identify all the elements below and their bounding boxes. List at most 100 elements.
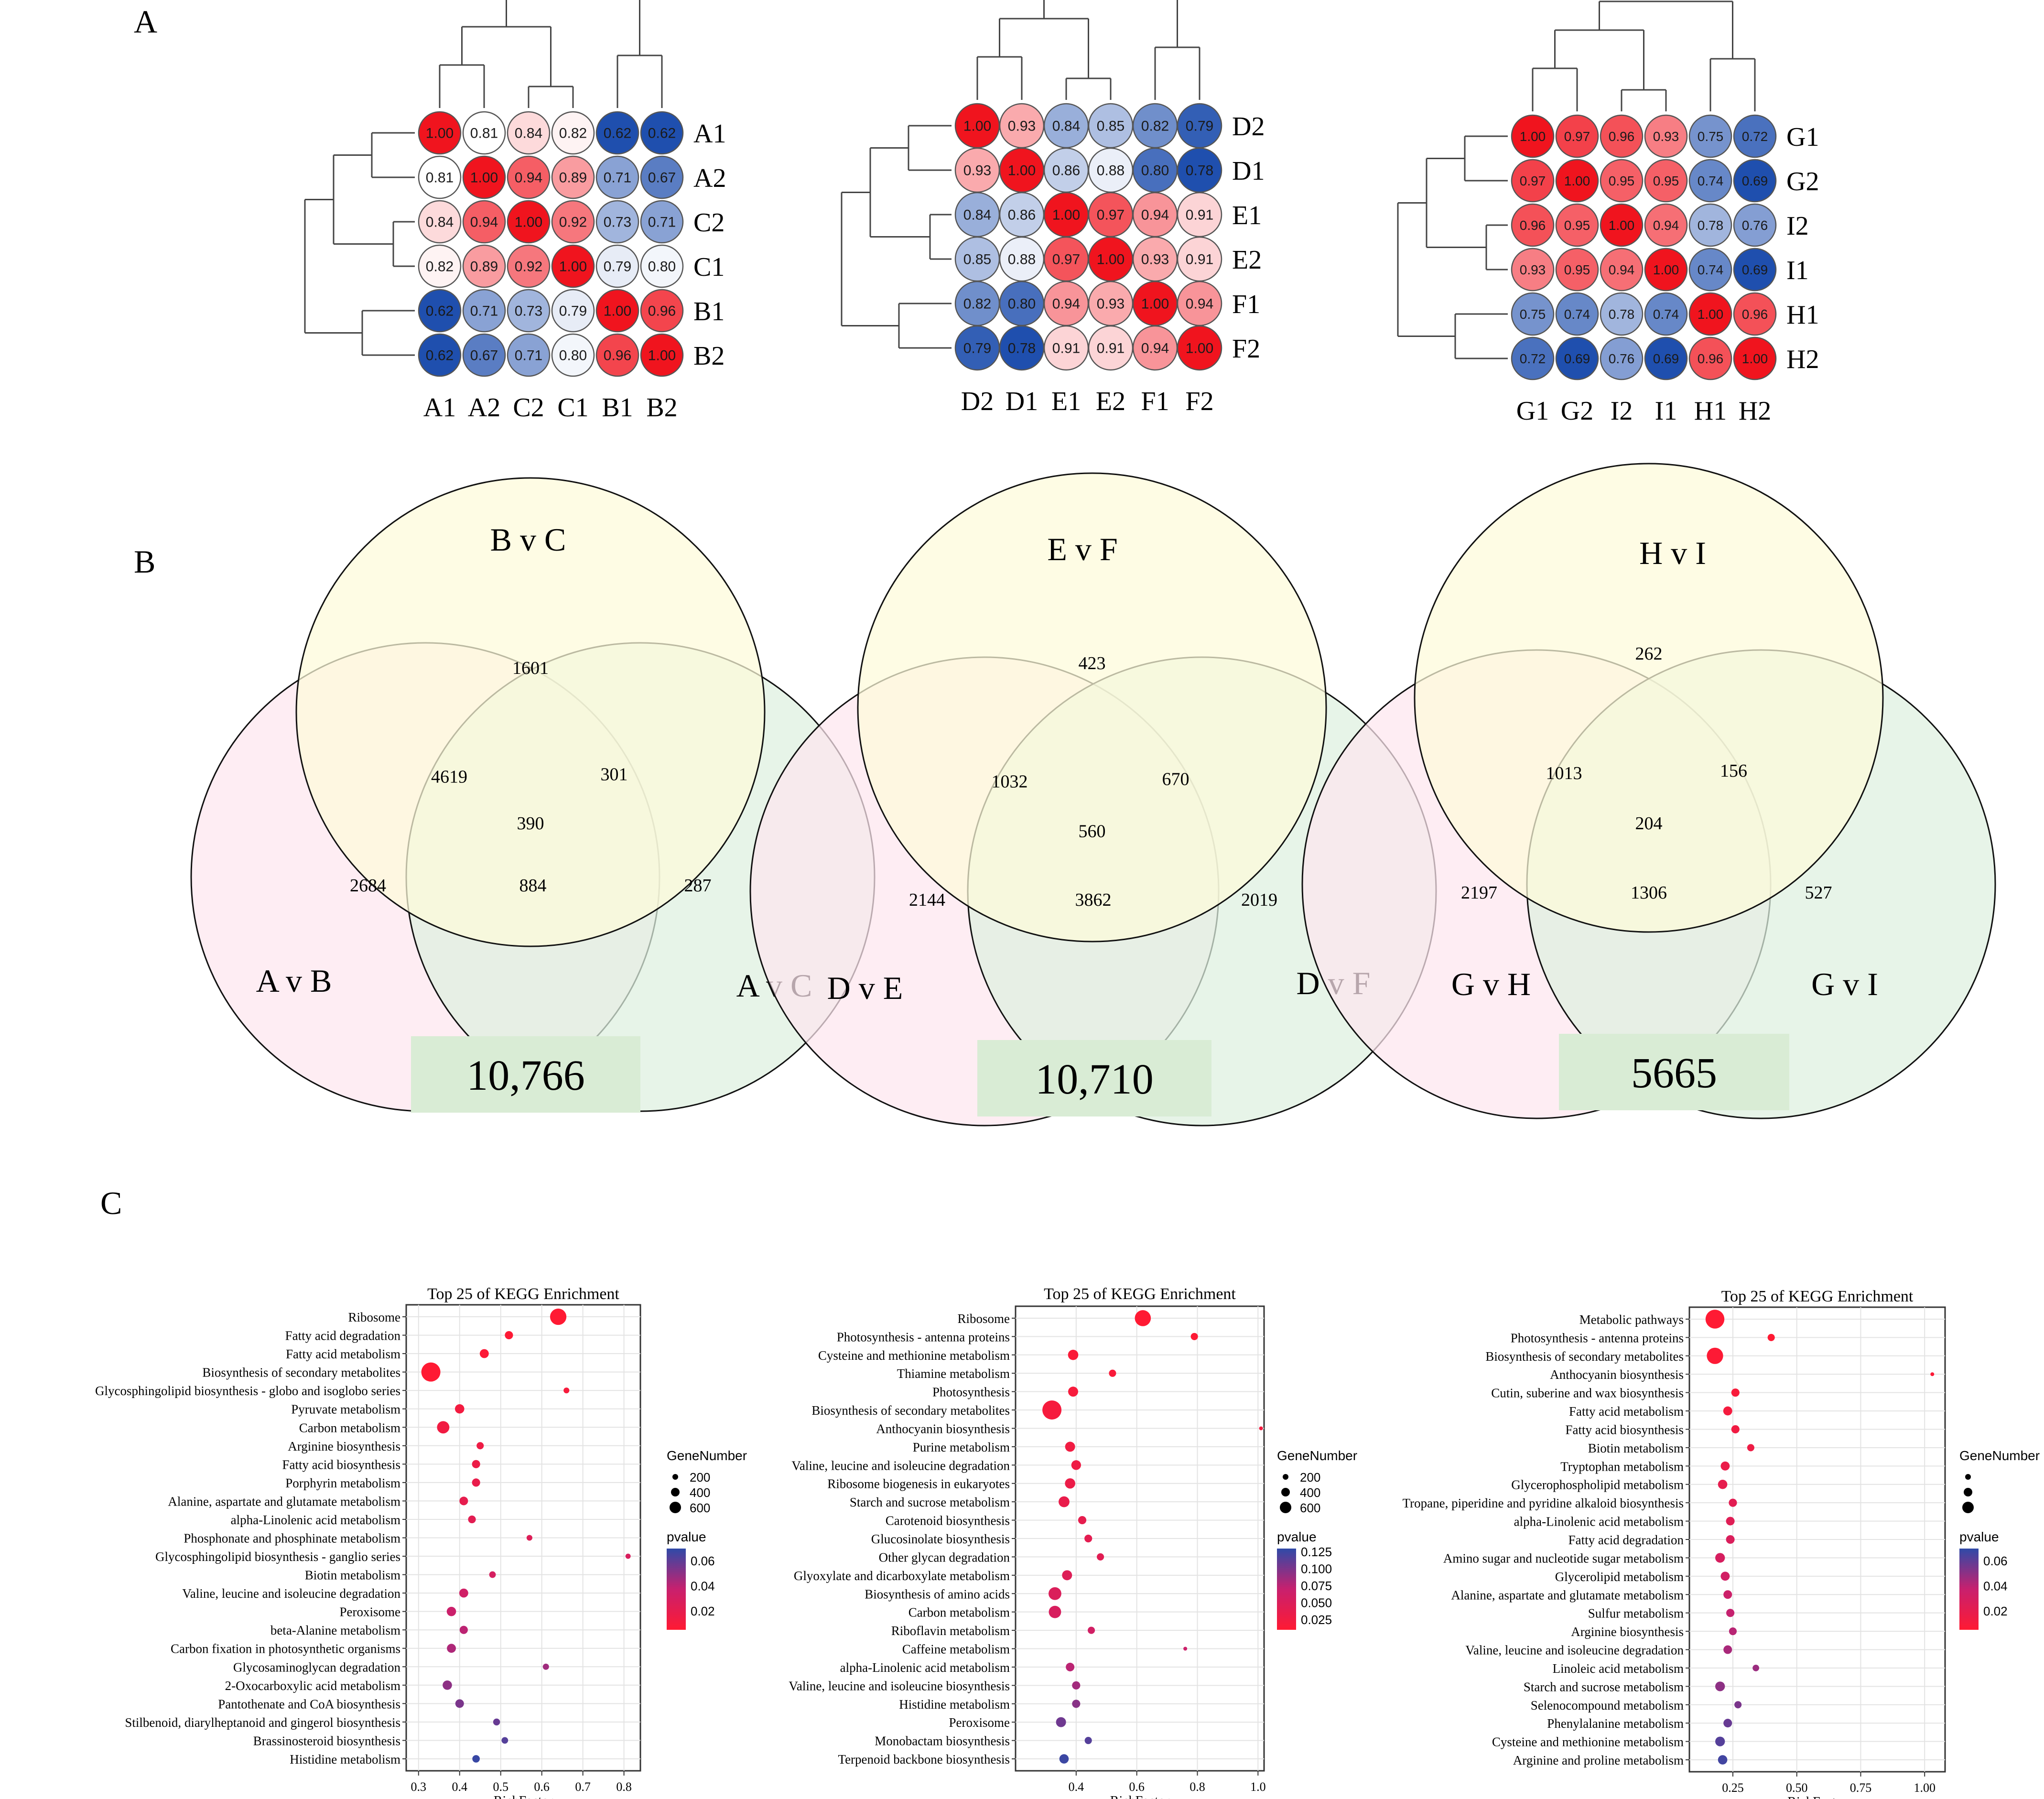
- heatmap-cell: [462, 333, 506, 377]
- size-legend-title: GeneNumber: [1959, 1448, 2040, 1463]
- data-point: [550, 1308, 567, 1325]
- data-point: [1930, 1372, 1935, 1376]
- data-point: [505, 1331, 513, 1340]
- heatmap-col-label: I1: [1655, 396, 1677, 426]
- heatmap-cell: [1644, 292, 1688, 336]
- panel-label: C: [100, 1185, 122, 1221]
- data-point: [1065, 1441, 1075, 1452]
- y-tick-label: Peroxisome: [340, 1605, 401, 1619]
- y-tick-label: Ribosome: [957, 1311, 1010, 1326]
- heatmap-cell: [1511, 336, 1555, 380]
- y-tick-label: 2-Oxocarboxylic acid metabolism: [225, 1679, 400, 1693]
- heatmap-cell-value: 0.92: [515, 259, 542, 275]
- heatmap-cell-value: 0.97: [1520, 173, 1546, 188]
- data-point: [455, 1699, 464, 1708]
- correlation-heatmap-1: 1.00 0.81 0.84 0.82 0.62 0.62 0.81 1.00 0.94 0.89…: [304, 0, 726, 423]
- data-point: [493, 1718, 500, 1726]
- dendrogram: [1397, 0, 1756, 359]
- heatmap-cell: [595, 200, 639, 244]
- x-tick-label: 0.4: [1069, 1780, 1084, 1794]
- heatmap-col-label: D2: [961, 387, 994, 416]
- y-tick-label: Valine, leucine and isoleucine degradati…: [1465, 1643, 1684, 1658]
- size-legend-dot: [1964, 1488, 1972, 1496]
- data-point: [1731, 1425, 1740, 1434]
- heatmap-cell-value: 0.75: [1520, 307, 1546, 322]
- y-tick-label: Tropane, piperidine and pyridine alkaloi…: [1403, 1496, 1684, 1510]
- heatmap-cell: [551, 200, 595, 244]
- data-point: [479, 1349, 489, 1358]
- y-tick-label: Carbon metabolism: [299, 1420, 400, 1435]
- heatmap-cell: [640, 244, 684, 288]
- heatmap-col-label: C2: [513, 393, 544, 423]
- venn-region-count: 527: [1805, 883, 1832, 903]
- heatmap-cell-value: 0.82: [426, 259, 454, 275]
- x-tick-label: 0.4: [452, 1780, 468, 1794]
- y-tick-label: Cysteine and methionine metabolism: [1492, 1735, 1684, 1749]
- y-tick-label: Anthocyanin biosynthesis: [1550, 1367, 1684, 1382]
- y-tick-label: Biosynthesis of amino acids: [865, 1587, 1010, 1601]
- heatmap-cell: [1511, 292, 1555, 336]
- heatmap-cell-value: 0.93: [1008, 119, 1036, 134]
- venn-region-count: 1306: [1631, 883, 1667, 903]
- venn-region-count: 2144: [909, 890, 945, 910]
- y-tick-label: Linoleic acid metabolism: [1553, 1661, 1684, 1676]
- heatmap-cell-value: 0.82: [559, 126, 587, 141]
- heatmap-cell-value: 1.00: [1653, 262, 1679, 277]
- y-tick-label: Glyoxylate and dicarboxylate metabolism: [794, 1569, 1010, 1583]
- data-point: [1084, 1534, 1092, 1543]
- y-tick-label: Photosynthesis: [932, 1385, 1010, 1399]
- size-legend-title: GeneNumber: [1277, 1448, 1357, 1463]
- data-point: [1718, 1479, 1728, 1489]
- heatmap-col-label: F1: [1141, 387, 1169, 416]
- y-tick-label: Starch and sucrose metabolism: [850, 1495, 1010, 1509]
- x-tick-label: 0.8: [1190, 1780, 1205, 1794]
- heatmap-cell: [1733, 248, 1777, 292]
- venn-total-count: 5665: [1631, 1050, 1717, 1097]
- color-legend-bar: [1277, 1549, 1296, 1630]
- heatmap-cell-value: 0.82: [1141, 119, 1169, 134]
- heatmap-cell-value: 0.79: [559, 303, 587, 319]
- heatmap-cell: [551, 244, 595, 288]
- heatmap-cell: [640, 111, 684, 155]
- color-legend-label: 0.100: [1301, 1562, 1332, 1576]
- x-tick-label: 0.7: [575, 1780, 591, 1794]
- y-tick-label: Glycosphingolipid biosynthesis - ganglio…: [155, 1550, 400, 1564]
- y-tick-label: Valine, leucine and isoleucine biosynthe…: [789, 1679, 1010, 1693]
- y-tick-label: Phenylalanine metabolism: [1547, 1716, 1684, 1731]
- y-tick-label: Phosphonate and phosphinate metabolism: [184, 1531, 400, 1546]
- y-tick-label: Ribosome biogenesis in eukaryotes: [827, 1477, 1010, 1491]
- heatmap-col-label: G2: [1561, 396, 1593, 426]
- venn-region-count: 2197: [1461, 883, 1497, 903]
- heatmap-cell-value: 0.71: [470, 303, 498, 319]
- y-tick-label: Terpenoid backbone biosynthesis: [838, 1752, 1010, 1766]
- data-point: [1071, 1460, 1081, 1470]
- venn-total-box: [977, 1040, 1211, 1116]
- heatmap-cell-value: 0.91: [1052, 341, 1080, 357]
- data-point: [1056, 1717, 1066, 1727]
- heatmap-row-label: C2: [693, 208, 725, 238]
- heatmap-cell: [1600, 336, 1644, 380]
- venn-total-box: [1559, 1034, 1789, 1110]
- heatmap-cell: [1600, 292, 1644, 336]
- heatmap-cell-value: 1.00: [1186, 341, 1213, 357]
- size-legend-dot: [670, 1502, 681, 1513]
- data-point: [1705, 1310, 1725, 1329]
- heatmap-cell: [551, 333, 595, 377]
- y-tick-label: Starch and sucrose metabolism: [1524, 1680, 1684, 1694]
- color-legend-bar: [667, 1549, 686, 1630]
- venn-region-count: 156: [1720, 761, 1747, 781]
- data-point: [1726, 1535, 1735, 1544]
- heatmap-col-label: I2: [1611, 396, 1633, 426]
- color-legend-label: 0.02: [691, 1604, 715, 1618]
- data-point: [1097, 1553, 1104, 1561]
- y-tick-label: Caffeine metabolism: [902, 1642, 1010, 1657]
- data-point: [1723, 1590, 1732, 1599]
- heatmap-row-label: H2: [1786, 345, 1819, 374]
- y-tick-label: Glucosinolate biosynthesis: [871, 1532, 1010, 1546]
- heatmap-cell: [1511, 248, 1555, 292]
- heatmap-cell-value: 0.84: [1052, 119, 1080, 134]
- heatmap-cell: [640, 333, 684, 377]
- heatmap-cell: [1511, 159, 1555, 203]
